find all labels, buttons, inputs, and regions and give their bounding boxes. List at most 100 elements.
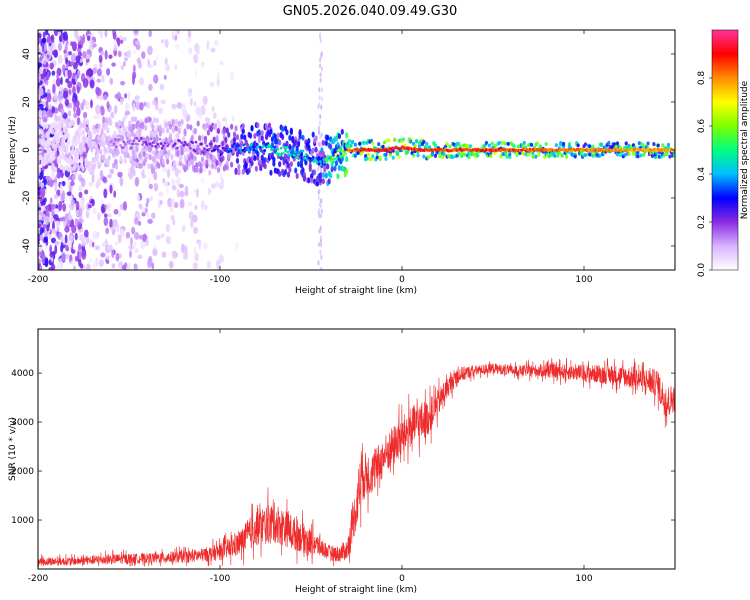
spectrogram-ridge-cell bbox=[195, 147, 199, 151]
spectrogram-ridge-cell bbox=[130, 146, 133, 149]
spectrogram-cell bbox=[54, 244, 58, 255]
spectrogram-cell bbox=[154, 129, 158, 136]
spectrogram-cell bbox=[45, 175, 51, 181]
spectrogram-cell bbox=[576, 143, 580, 148]
spectrogram-cell bbox=[198, 240, 202, 250]
spectrogram-cell bbox=[237, 168, 241, 175]
spectrogram-cell bbox=[209, 81, 215, 88]
spectrogram-cell bbox=[104, 117, 109, 124]
y-tick-label: 40 bbox=[22, 48, 32, 60]
spectrogram-cell bbox=[112, 39, 118, 47]
spectrogram-cell bbox=[176, 132, 180, 139]
spectrogram-cell bbox=[104, 49, 108, 60]
spectrogram-cell bbox=[114, 241, 119, 246]
spectrogram-cell bbox=[193, 155, 197, 162]
spectrogram-cell bbox=[235, 241, 239, 250]
spectrogram-cell bbox=[64, 98, 69, 107]
spectrogram-cell bbox=[241, 128, 245, 135]
spectrogram-ridge-cell bbox=[274, 149, 278, 152]
spectrogram-cell bbox=[640, 142, 644, 147]
spectrogram-cell bbox=[96, 127, 100, 134]
spectrogram-cell bbox=[311, 147, 315, 154]
spectrogram-cell bbox=[38, 72, 41, 83]
spectrogram-cell bbox=[232, 136, 237, 143]
spectrogram-cell bbox=[320, 254, 323, 260]
spectrogram-cell bbox=[106, 202, 112, 212]
spectrogram-cell bbox=[65, 149, 69, 156]
spectrogram-cell bbox=[74, 218, 79, 227]
spectrogram-cell bbox=[193, 246, 197, 256]
spectrogram-cell bbox=[48, 140, 52, 147]
spectrogram-cell bbox=[195, 162, 199, 169]
spectrogram-cell bbox=[117, 50, 122, 58]
spectrogram-cell bbox=[77, 69, 81, 77]
spectrogram-cell bbox=[106, 68, 111, 76]
spectrogram-cell bbox=[153, 74, 159, 84]
spectrogram-cell bbox=[120, 135, 125, 142]
spectrogram-cell bbox=[53, 214, 59, 220]
spectrogram-cell bbox=[146, 101, 151, 109]
spectrogram-ridge-cell bbox=[254, 147, 258, 151]
spectrogram-cell bbox=[200, 178, 204, 184]
spectrogram-cell bbox=[164, 122, 168, 129]
spectrogram-cell bbox=[85, 210, 90, 219]
spectrogram-cell bbox=[192, 214, 198, 223]
spectrogram-cell bbox=[256, 122, 260, 129]
spectrogram-cell bbox=[84, 189, 89, 195]
spectrogram-cell bbox=[314, 135, 318, 142]
spectrogram-ridge-cell bbox=[136, 142, 140, 146]
spectrogram-ridge-cell bbox=[148, 142, 152, 146]
spectrogram-cell bbox=[599, 142, 604, 147]
spectrogram-cell bbox=[141, 169, 145, 177]
spectrogram-cell bbox=[217, 120, 221, 131]
spectrogram-cell bbox=[656, 143, 660, 148]
spectrogram-cell bbox=[160, 233, 165, 238]
spectrogram-cell bbox=[179, 198, 185, 209]
spectrogram-cell bbox=[124, 103, 130, 111]
spectrogram-cell bbox=[384, 152, 388, 157]
spectrogram-cell bbox=[222, 128, 226, 135]
spectrogram-cell bbox=[639, 153, 643, 158]
spectrogram-cell bbox=[187, 30, 192, 39]
spectrogram-cell bbox=[54, 194, 59, 200]
spectrogram-cell bbox=[126, 152, 130, 159]
spectrogram-ridge-cell bbox=[260, 149, 263, 153]
spectrogram-cell bbox=[100, 106, 105, 116]
spectrogram-cell bbox=[67, 69, 72, 79]
spectrogram-ridge-cell bbox=[341, 153, 345, 157]
spectrogram-cell bbox=[319, 225, 322, 231]
spectrogram-cell bbox=[148, 83, 153, 91]
spectrogram-cell bbox=[50, 172, 56, 181]
spectrogram-ridge-cell bbox=[217, 144, 221, 148]
spectrogram-cell bbox=[112, 162, 116, 169]
spectrogram-cell bbox=[52, 50, 58, 57]
spectrogram-cell bbox=[92, 43, 97, 48]
spectrogram-ridge-cell bbox=[299, 149, 303, 153]
spectrogram-cell bbox=[96, 78, 101, 83]
spectrogram-cell bbox=[199, 149, 203, 156]
colorbar-tick-label: 0.6 bbox=[697, 119, 707, 134]
y-tick-label: 0 bbox=[22, 147, 32, 153]
spectrogram-cell bbox=[243, 134, 247, 141]
spectrogram-ridge-cell bbox=[328, 158, 332, 162]
colorbar-label: Normalized spectral amplitude bbox=[740, 80, 750, 219]
spectrogram-cell bbox=[64, 124, 68, 131]
spectrogram-cell bbox=[53, 92, 58, 101]
spectrogram-ridge-cell bbox=[132, 139, 136, 143]
spectrogram-cell bbox=[74, 232, 78, 241]
spectrogram-cell bbox=[650, 154, 655, 159]
spectrogram-cell bbox=[235, 157, 240, 164]
spectrogram-ridge-cell bbox=[268, 145, 272, 149]
y-tick-label: 4000 bbox=[11, 369, 34, 379]
spectrogram-cell bbox=[144, 124, 148, 131]
spectrogram-ridge-cell bbox=[162, 147, 166, 150]
spectrogram-cell bbox=[187, 36, 192, 43]
spectrogram-cell bbox=[42, 223, 47, 230]
spectrogram-cell bbox=[85, 100, 90, 110]
spectrogram-ridge-cell bbox=[144, 140, 148, 144]
spectrogram-cell bbox=[308, 165, 312, 172]
spectrogram-cell bbox=[148, 30, 152, 38]
spectrogram-ridge-cell bbox=[127, 141, 131, 145]
spectrogram-ridge-cell bbox=[141, 143, 144, 147]
spectrogram-cell bbox=[149, 163, 154, 170]
